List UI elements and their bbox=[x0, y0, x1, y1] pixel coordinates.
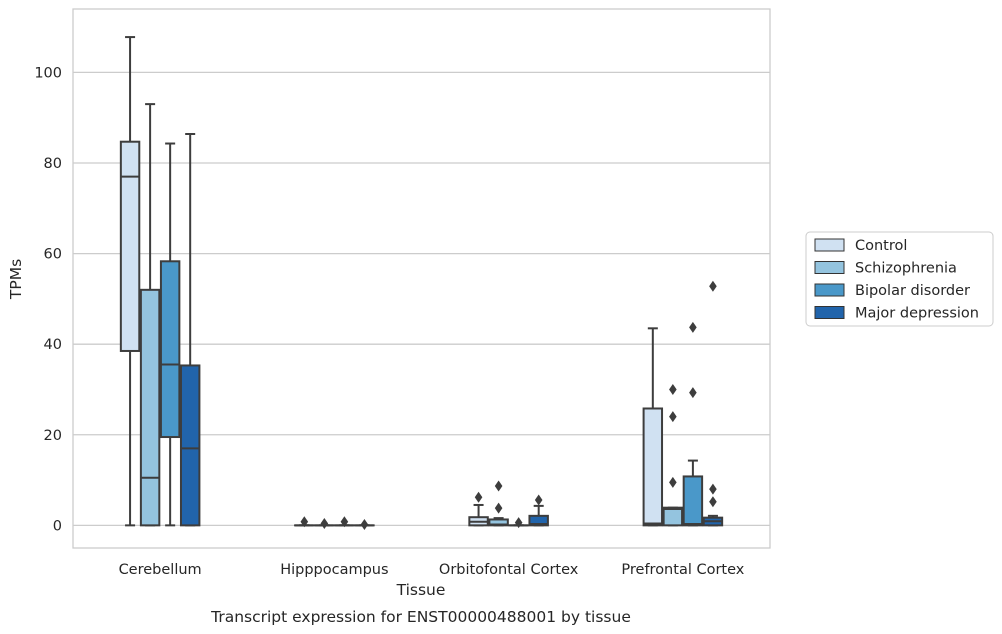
outlier-point bbox=[514, 517, 523, 529]
outlier-point bbox=[689, 387, 697, 399]
y-axis-label: TPMs bbox=[7, 259, 25, 300]
legend-label: Schizophrenia bbox=[855, 261, 957, 277]
box-schizophrenia bbox=[139, 103, 161, 527]
box-iqr bbox=[642, 407, 664, 527]
box-major-depression bbox=[354, 518, 375, 530]
y-tick-label: 40 bbox=[44, 337, 62, 353]
x-axis-label: Tissue bbox=[396, 581, 446, 599]
outlier-point bbox=[669, 476, 677, 488]
box-control bbox=[642, 327, 664, 527]
y-tick-label: 20 bbox=[44, 428, 62, 444]
plot-area-frame bbox=[72, 8, 771, 549]
y-tick-label: 0 bbox=[53, 518, 62, 534]
legend-swatch bbox=[814, 306, 845, 319]
x-tick-label: Hipppocampus bbox=[280, 562, 388, 578]
legend-frame bbox=[805, 231, 994, 327]
box-schizophrenia bbox=[662, 383, 684, 527]
legend-swatch bbox=[814, 283, 845, 297]
box-schizophrenia bbox=[488, 480, 509, 527]
box-iqr bbox=[159, 260, 181, 439]
box-major-depression bbox=[179, 133, 201, 527]
y-tick-label: 80 bbox=[44, 156, 62, 172]
legend-label: Major depression bbox=[855, 306, 979, 322]
outlier-point bbox=[474, 491, 483, 503]
box-iqr bbox=[139, 288, 161, 527]
box-bipolar-disorder bbox=[334, 516, 355, 528]
outlier-point bbox=[494, 480, 503, 492]
box-major-depression bbox=[528, 494, 549, 527]
x-tick-label: Prefrontal Cortex bbox=[621, 562, 744, 578]
legend-items: Control Schizophrenia Bipolar disorder Majo… bbox=[814, 238, 979, 322]
x-tick-label: Cerebellum bbox=[119, 562, 202, 578]
box-iqr bbox=[682, 475, 704, 527]
box-control bbox=[468, 491, 489, 527]
outlier-point bbox=[669, 383, 677, 395]
outlier-point bbox=[340, 516, 349, 528]
box-major-depression bbox=[702, 280, 724, 527]
box-schizophrenia bbox=[314, 518, 335, 530]
outlier-point bbox=[689, 321, 697, 333]
outlier-point bbox=[709, 280, 717, 292]
outlier-point bbox=[709, 483, 717, 495]
box-bipolar-disorder bbox=[159, 142, 181, 527]
outlier-point bbox=[320, 518, 329, 530]
chart-caption: Transcript expression for ENST0000048800… bbox=[210, 608, 631, 626]
outlier-point bbox=[494, 502, 503, 514]
box-control bbox=[294, 516, 315, 528]
outlier-point bbox=[360, 518, 369, 530]
legend-label: Control bbox=[855, 238, 907, 254]
y-tick-label: 60 bbox=[44, 247, 62, 263]
x-tick-label: Orbitofontal Cortex bbox=[439, 562, 579, 578]
legend-label: Bipolar disorder bbox=[855, 283, 970, 299]
boxes bbox=[119, 36, 724, 530]
y-tick-label: 100 bbox=[34, 65, 62, 81]
legend-swatch bbox=[814, 261, 845, 274]
box-control bbox=[119, 36, 141, 527]
legend-swatch bbox=[814, 238, 845, 252]
legend: Control Schizophrenia Bipolar disorder Majo… bbox=[805, 231, 994, 327]
outlier-point bbox=[534, 494, 543, 506]
box-bipolar-disorder bbox=[682, 321, 704, 527]
outlier-point bbox=[669, 411, 677, 423]
box-iqr bbox=[528, 514, 549, 527]
box-iqr bbox=[119, 140, 141, 352]
outlier-point bbox=[709, 496, 717, 508]
box-bipolar-disorder bbox=[508, 517, 529, 529]
x-tick-labels: Cerebellum Hipppocampus Orbitofontal Corte… bbox=[119, 562, 745, 578]
outlier-point bbox=[300, 516, 309, 528]
box-iqr bbox=[662, 506, 684, 527]
y-tick-labels: 0 20 40 60 80 100 bbox=[34, 65, 62, 534]
box-iqr bbox=[179, 364, 201, 527]
